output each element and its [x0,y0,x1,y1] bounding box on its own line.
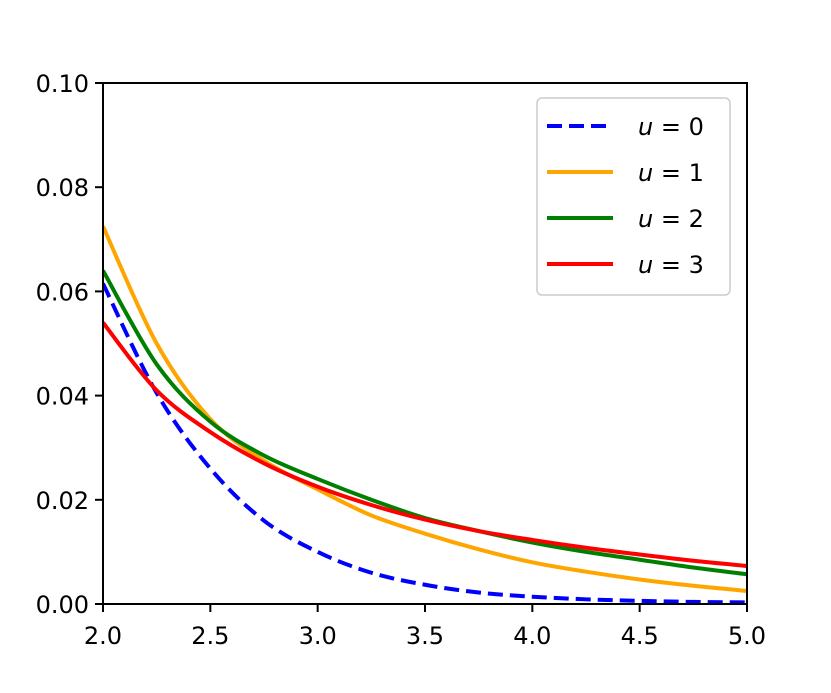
x-tick-label: 4.0 [513,622,551,650]
legend-label-u1: u = 1 [638,159,704,187]
y-tick-label: 0.00 [36,591,89,619]
legend-label-u3: u = 3 [638,251,704,279]
series-line-u1 [103,225,747,593]
y-tick-label: 0.02 [36,487,89,515]
legend-box [536,97,731,296]
legend-label-u0: u = 0 [638,113,704,141]
legend: u = 0 u = 1 u = 2 u = 3 [536,97,731,296]
y-tick-label: 0.10 [36,70,89,98]
y-tick-label: 0.08 [36,174,89,202]
y-tick-label: 0.04 [36,383,89,411]
x-tick-label: 3.0 [299,622,337,650]
x-tick-label: 4.5 [621,622,659,650]
y-tick-label: 0.06 [36,278,89,306]
legend-label-u2: u = 2 [638,205,704,233]
series-lines [103,225,747,604]
series-line-u3 [103,321,747,568]
series-line-u0 [103,282,747,604]
x-tick-label: 5.0 [728,622,766,650]
x-tick-label: 2.5 [191,622,229,650]
x-tick-label: 2.0 [84,622,122,650]
axes: 2.0 2.5 3.0 3.5 4.0 4.5 5.0 0.00 0.02 0.04 0.06 0.0… [36,70,767,650]
x-tick-label: 3.5 [406,622,444,650]
